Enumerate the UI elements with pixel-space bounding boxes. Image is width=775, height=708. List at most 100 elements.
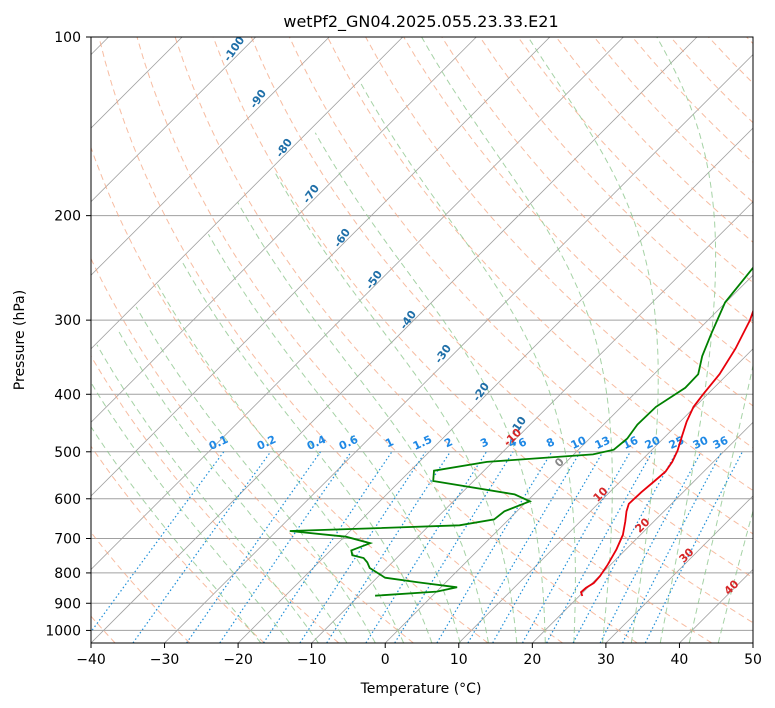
isotherm-line [91,37,404,350]
mixing-ratio-label: 0.2 [255,433,278,453]
mixing-ratio-label: 1 [383,435,395,450]
dry-adiabat-line [479,37,753,324]
dry-adiabat-label: -50 [363,268,385,292]
mixing-ratio-line [262,451,393,643]
mixing-ratio-label: 8 [544,435,556,450]
dry-adiabat-line [327,37,753,492]
moist-adiabat-line [688,363,753,643]
mixing-ratio-label: 30 [691,434,711,452]
isotherm-line [91,37,551,497]
moist-adiabat-line [360,83,576,643]
dry-adiabat-line [91,445,265,643]
dry-adiabat-label: -60 [331,226,353,250]
moist-adiabat-label: 30 [677,545,697,565]
y-tick-label: 300 [54,313,81,329]
x-tick-label: 50 [744,652,762,668]
moist-adiabat-label: 40 [722,577,742,597]
mixing-ratio-label: 20 [643,434,663,452]
dry-adiabat-line [91,257,414,643]
x-tick-label: −20 [223,652,253,668]
mixing-ratio-line [546,451,653,643]
dry-adiabat-line [250,37,753,579]
moist-adiabat-line [275,173,518,643]
isotherm-line [91,37,477,423]
dry-adiabat-label: -80 [273,136,295,160]
isotherm-line [532,421,753,643]
x-tick-label: 10 [450,652,468,668]
x-tick-label: 20 [523,652,541,668]
mixing-ratio-label: 0.1 [207,433,230,453]
isotherm-line [384,274,753,643]
mixing-ratio-line [521,451,631,643]
y-tick-label: 200 [54,209,81,225]
isotherm-line [91,37,330,276]
mixing-ratio-line [599,451,702,643]
moist-adiabat-line [116,328,348,643]
y-tick-label: 1000 [45,623,81,639]
moist-adiabat-line [237,202,489,643]
y-tick-label: 100 [54,30,81,46]
mixing-ratio-label: 1.5 [411,433,434,453]
mixing-ratio-line [91,451,225,633]
mixing-ratio-line [132,451,272,643]
dry-adiabat-label: -20 [470,380,492,404]
moist-adiabat-line [156,283,405,643]
dry-adiabat-line [91,146,489,643]
mixing-ratio-line [186,451,321,643]
moist-adiabat-line [421,37,613,643]
dry-adiabat-line [517,37,753,284]
moist-adiabat-line [182,262,433,643]
x-tick-label: 30 [597,652,615,668]
mixing-ratio-line [326,451,451,643]
moist-adiabat-line [717,509,753,643]
dry-adiabat-label: -40 [397,308,419,332]
temperature-profile-line [579,308,753,597]
dewpoint-profile-line [289,266,753,597]
dry-adiabat-line [174,37,713,643]
isotherm-line [605,495,753,643]
moist-adiabat-line [135,306,376,643]
dry-adiabat-line [441,37,753,365]
y-tick-label: 700 [54,532,81,548]
mixing-ratio-label: 25 [667,434,686,452]
dry-adiabat-line [91,355,340,643]
mixing-ratio-line [365,451,487,643]
chart-title: wetPf2_GN04.2025.055.23.33.E21 [283,12,558,32]
isotherm-line [91,37,624,571]
mixing-ratio-line [436,451,553,643]
x-tick-label: 0 [381,652,390,668]
x-tick-label: 40 [671,652,689,668]
isotherm-line [164,53,753,643]
moist-adiabat-line [91,381,291,643]
mixing-ratio-label: 36 [711,434,731,452]
y-tick-label: 500 [54,445,81,461]
plot-frame [90,36,754,644]
mixing-ratio-label: 13 [593,434,612,452]
moist-adiabat-line [527,37,659,643]
mixing-ratio-label: 16 [621,434,641,452]
moist-adiabat-line [207,234,461,643]
moist-adiabat-line [656,37,717,643]
y-axis-label: Pressure (hPa) [12,290,28,390]
moist-adiabat-label: 20 [633,515,653,535]
moist-adiabat-line [91,425,262,643]
isotherm-line [91,37,256,203]
mixing-ratio-label: 10 [569,434,589,452]
mixing-ratio-line [299,451,426,643]
dry-adiabat-line [631,37,753,163]
dry-adiabat-line [212,37,753,624]
mixing-ratio-line [219,451,352,643]
y-tick-label: 400 [54,387,81,403]
mixing-ratio-label: 0.6 [337,433,360,453]
mixing-ratio-line [467,451,581,643]
y-tick-label: 800 [54,566,81,582]
isotherm-line [91,37,698,643]
isotherm-line [237,127,753,643]
mixing-ratio-label: 0.4 [305,433,328,453]
y-tick-label: 900 [54,596,81,612]
dry-adiabat-line [91,531,191,643]
x-tick-label: −10 [297,652,327,668]
x-axis-label: Temperature (°C) [360,681,482,697]
y-tick-label: 600 [54,492,81,508]
